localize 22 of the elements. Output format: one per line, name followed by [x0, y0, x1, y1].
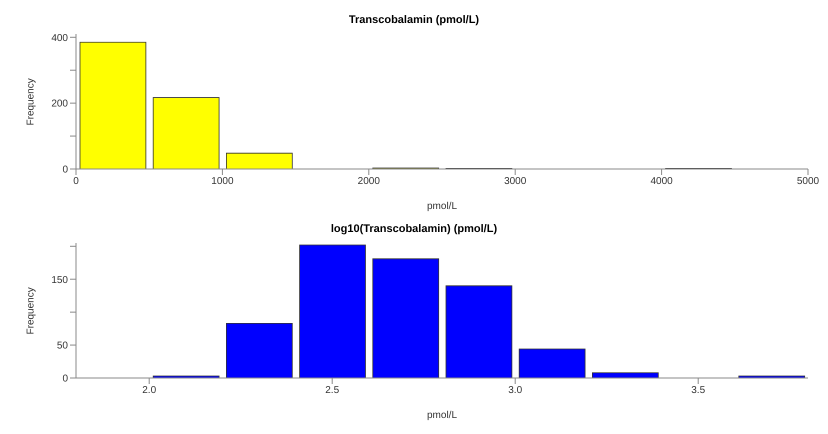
chart-title: log10(Transcobalamin) (pmol/L) — [330, 223, 498, 235]
y-axis-title: Frequency — [26, 78, 37, 126]
y-tick-label: 150 — [51, 274, 68, 286]
chart-title: Transcobalamin (pmol/L) — [348, 14, 480, 26]
y-axis-title: Frequency — [26, 287, 37, 334]
y-tick-label: 0 — [62, 374, 68, 385]
y-tick-label: 50 — [56, 340, 68, 352]
x-tick-label: 3.5 — [691, 385, 706, 396]
y-tick-label: 200 — [51, 98, 68, 110]
x-tick-label: 3.0 — [508, 385, 523, 396]
x-tick-label: 2000 — [358, 176, 380, 188]
x-tick-label: 4000 — [650, 176, 674, 188]
x-axis-title: pmol/L — [426, 201, 458, 212]
x-tick-label: 1000 — [211, 176, 234, 188]
x-tick-label: 2.5 — [325, 385, 340, 396]
x-tick-label: 3000 — [504, 176, 527, 188]
y-tick-label: 0 — [62, 164, 68, 176]
x-tick-label: 5000 — [796, 176, 820, 188]
x-axis-title: pmol/L — [426, 410, 458, 421]
x-tick-label: 2.0 — [142, 385, 157, 396]
x-tick-label: 0 — [73, 176, 80, 188]
y-tick-label: 400 — [51, 32, 68, 44]
